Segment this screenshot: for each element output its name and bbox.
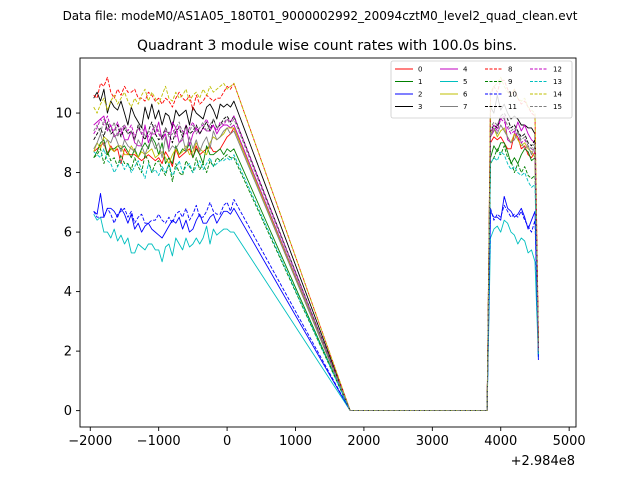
x-tick-label: 5000 xyxy=(553,434,586,449)
legend-label-3: 3 xyxy=(418,103,422,111)
legend-label-5: 5 xyxy=(463,78,467,86)
legend-label-13: 13 xyxy=(553,78,562,86)
legend-label-11: 11 xyxy=(508,103,517,111)
x-tick-label: −1000 xyxy=(137,434,181,449)
legend-label-14: 14 xyxy=(553,91,562,99)
x-tick-label: 0 xyxy=(223,434,231,449)
x-tick-label: 1000 xyxy=(279,434,312,449)
legend-label-15: 15 xyxy=(553,103,562,111)
x-tick-label: −2000 xyxy=(68,434,112,449)
legend-label-10: 10 xyxy=(508,91,517,99)
legend-label-4: 4 xyxy=(463,66,468,74)
x-tick-label: 4000 xyxy=(484,434,517,449)
y-tick-label: 4 xyxy=(64,285,72,300)
legend-label-6: 6 xyxy=(463,91,468,99)
y-tick-label: 8 xyxy=(64,166,72,181)
x-axis-offset-label: +2.984e8 xyxy=(511,454,575,469)
series-line-15 xyxy=(93,115,539,412)
legend-label-9: 9 xyxy=(508,78,512,86)
figure-suptitle: Data file: modeM0/AS1A05_180T01_90000029… xyxy=(63,9,578,23)
legend-label-0: 0 xyxy=(418,66,422,74)
legend-label-1: 1 xyxy=(418,78,422,86)
y-tick-label: 2 xyxy=(64,345,72,360)
y-tick-label: 6 xyxy=(64,226,72,241)
y-tick-label: 0 xyxy=(64,404,72,419)
chart-title: Quadrant 3 module wise count rates with … xyxy=(137,38,517,54)
x-tick-label: 3000 xyxy=(416,434,449,449)
legend-frame xyxy=(390,60,573,119)
legend-label-12: 12 xyxy=(553,66,562,74)
legend-label-7: 7 xyxy=(463,103,467,111)
axes-frame xyxy=(79,57,577,428)
x-tick-label: 2000 xyxy=(347,434,380,449)
legend-label-8: 8 xyxy=(508,66,512,74)
legend-label-2: 2 xyxy=(418,91,422,99)
y-tick-label: 10 xyxy=(55,107,72,122)
